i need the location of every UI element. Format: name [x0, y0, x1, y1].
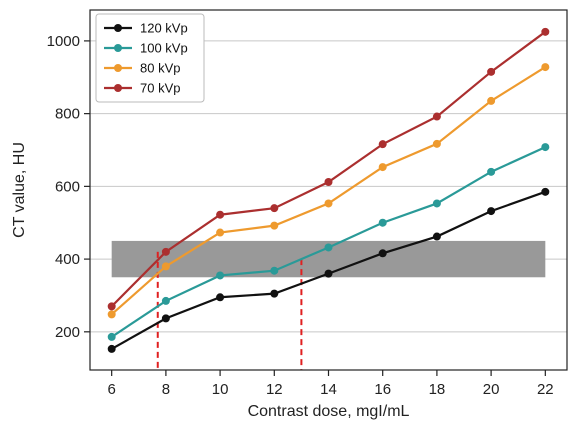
data-point-100-kvp-x14 [324, 243, 333, 252]
series-layer [107, 27, 550, 353]
data-point-100-kvp-x22 [541, 143, 550, 152]
data-point-100-kvp-x6 [107, 332, 116, 341]
x-tick-label-10: 10 [212, 381, 229, 398]
data-point-120-kvp-x16 [378, 249, 387, 258]
legend-swatch-marker-100-kvp [114, 44, 122, 52]
data-point-100-kvp-x20 [487, 167, 496, 176]
legend-swatch-marker-80-kvp [114, 64, 122, 72]
data-point-80-kvp-x10 [216, 228, 225, 237]
data-point-80-kvp-x18 [432, 139, 441, 148]
legend-box [95, 13, 205, 103]
x-tick-label-6: 6 [108, 381, 116, 398]
y-tick-label-400: 400 [55, 251, 80, 268]
y-tick-label-200: 200 [55, 324, 80, 341]
x-axis-title: Contrast dose, mgI/mL [248, 403, 410, 420]
legend-label-70-kvp: 70 kVp [140, 81, 180, 96]
legend-label-120-kvp: 120 kVp [140, 21, 188, 36]
x-tick-label-14: 14 [320, 381, 337, 398]
y-tick-label-800: 800 [55, 106, 80, 123]
data-point-120-kvp-x6 [107, 344, 116, 353]
legend-label-100-kvp: 100 kVp [140, 41, 188, 56]
data-point-70-kvp-x16 [378, 140, 387, 149]
data-point-120-kvp-x8 [161, 314, 170, 323]
x-tick-label-8: 8 [162, 381, 170, 398]
series-100-kvp [107, 143, 550, 341]
data-point-120-kvp-x12 [270, 289, 279, 298]
data-point-80-kvp-x22 [541, 63, 550, 72]
series-80-kvp [107, 63, 550, 319]
x-tick-label-20: 20 [483, 381, 500, 398]
data-point-120-kvp-x18 [432, 232, 441, 241]
y-tick-label-1000: 1000 [47, 33, 80, 50]
data-point-80-kvp-x6 [107, 310, 116, 319]
data-point-70-kvp-x20 [487, 67, 496, 76]
legend-swatch-marker-70-kvp [114, 84, 122, 92]
legend: 120 kVp 100 kVp 80 kVp 70 kVp [95, 13, 205, 103]
series-120-kvp [107, 187, 550, 353]
x-tick-label-16: 16 [374, 381, 391, 398]
data-point-80-kvp-x8 [161, 262, 170, 271]
x-tick-label-22: 22 [537, 381, 554, 398]
data-point-70-kvp-x22 [541, 27, 550, 36]
data-point-70-kvp-x6 [107, 302, 116, 311]
data-point-120-kvp-x20 [487, 207, 496, 216]
data-point-100-kvp-x12 [270, 266, 279, 275]
data-point-100-kvp-x16 [378, 218, 387, 227]
y-axis-title: CT value, HU [11, 142, 28, 238]
data-point-100-kvp-x10 [216, 271, 225, 280]
data-point-70-kvp-x14 [324, 178, 333, 186]
data-point-120-kvp-x10 [216, 293, 225, 302]
data-point-120-kvp-x22 [541, 187, 550, 196]
data-point-70-kvp-x10 [216, 210, 225, 219]
data-point-120-kvp-x14 [324, 269, 333, 278]
axes [84, 9, 568, 376]
data-point-70-kvp-x12 [270, 204, 279, 213]
data-point-70-kvp-x18 [432, 112, 441, 121]
data-point-100-kvp-x18 [432, 199, 441, 208]
reference-lines [156, 251, 303, 370]
data-point-80-kvp-x20 [487, 96, 496, 105]
data-point-100-kvp-x8 [161, 296, 170, 305]
x-tick-label-12: 12 [266, 381, 283, 398]
data-point-80-kvp-x12 [270, 221, 279, 230]
tick-labels: 6 8 10 12 14 16 18 20 22 200 400 600 800 1000 [47, 33, 554, 398]
x-tick-label-18: 18 [429, 381, 446, 398]
series-70-kvp [107, 27, 550, 311]
data-point-70-kvp-x8 [161, 247, 170, 256]
data-point-80-kvp-x14 [324, 199, 333, 208]
legend-label-80-kvp: 80 kVp [140, 61, 180, 76]
legend-swatch-marker-120-kvp [114, 24, 122, 32]
y-tick-label-600: 600 [55, 178, 80, 195]
data-point-80-kvp-x16 [378, 163, 387, 172]
